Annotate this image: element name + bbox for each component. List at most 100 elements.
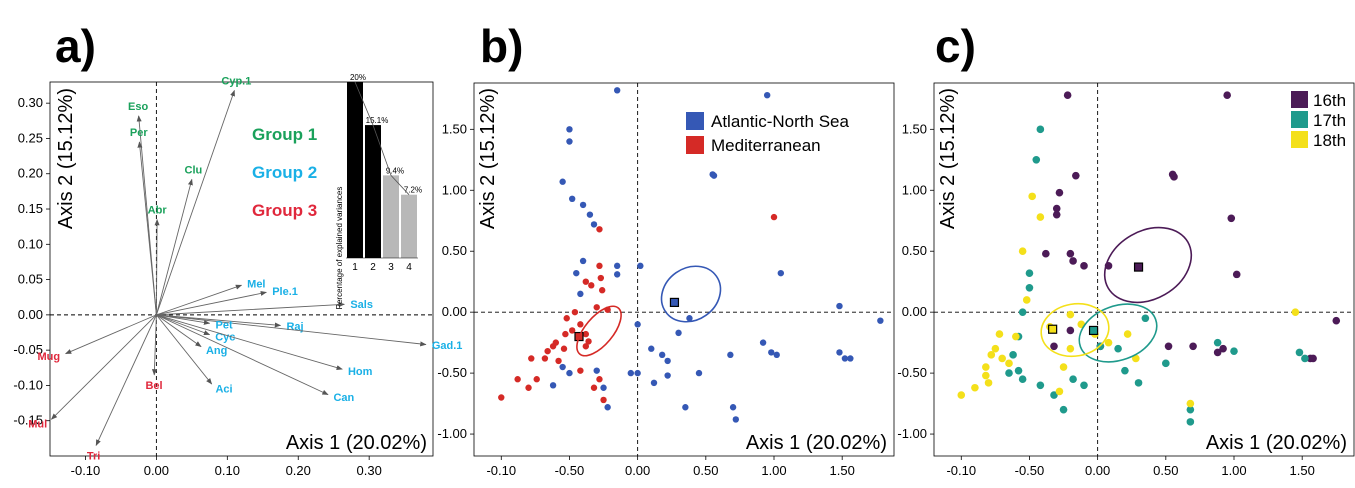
y-tick-label: 0.15 (18, 201, 43, 216)
panel-c-label: c) (935, 20, 976, 72)
point-18th (1291, 308, 1300, 316)
y-tick-label: -1.00 (897, 426, 927, 441)
panel-b-points (498, 87, 884, 423)
point-atlantic-north-sea (593, 367, 600, 374)
point-18th (1055, 387, 1064, 396)
point-16th (1042, 249, 1050, 258)
x-tick-label: 0.20 (286, 463, 311, 478)
vector-arrow-pet (156, 314, 211, 325)
x-tick-label: 0.50 (1153, 463, 1178, 478)
mediterranean-confidence-ellipse (576, 305, 622, 357)
panel-a-y-ticks: 0.30 0.25 0.20 0.15 0.10 0.05 0.00 -0.05 -0.10 -0… (13, 95, 50, 428)
point-17th (1141, 314, 1150, 323)
point-atlantic-north-sea (710, 172, 718, 179)
point-atlantic-north-sea (836, 349, 843, 356)
point-18th (1066, 310, 1075, 319)
point-atlantic-north-sea (664, 357, 671, 365)
legend-swatch-17th (1291, 111, 1308, 128)
point-16th (1050, 342, 1058, 351)
point-mediterranean (593, 304, 600, 311)
x-tick-label: 0.00 (144, 463, 169, 478)
point-18th (1186, 399, 1195, 408)
point-mediterranean (588, 282, 595, 289)
group-2-label: Group 2 (252, 163, 317, 182)
x-tick-label: 1.50 (830, 463, 855, 478)
point-16th (1332, 316, 1341, 325)
point-atlantic-north-sea (637, 262, 644, 270)
point-atlantic-north-sea (586, 211, 594, 218)
point-18th (971, 383, 979, 392)
17th-confidence-ellipse (1078, 303, 1158, 363)
y-tick-label: 0.00 (902, 304, 927, 319)
point-atlantic-north-sea (613, 271, 621, 278)
point-atlantic-north-sea (658, 351, 666, 359)
panel-b-zero-lines (474, 83, 894, 456)
point-18th (1123, 330, 1132, 338)
x-tick-label: -0.50 (1015, 463, 1045, 478)
point-mediterranean (571, 308, 579, 316)
point-mediterranean (585, 338, 592, 345)
point-atlantic-north-sea (686, 315, 693, 322)
point-16th (1170, 173, 1178, 181)
point-atlantic-north-sea (729, 404, 737, 411)
point-18th (982, 363, 990, 371)
point-18th (1104, 338, 1113, 347)
atlantic-confidence-ellipse (660, 265, 722, 323)
inset-bar-2 (365, 125, 381, 258)
panel-a-x-ticks: -0.10 0.00 0.10 0.20 0.30 (71, 456, 382, 478)
point-atlantic-north-sea (841, 355, 849, 362)
point-18th (1012, 332, 1020, 341)
inset-bar-1 (347, 82, 363, 258)
panel-a-zero-lines (50, 82, 433, 456)
vector-label-ple-1: Ple.1 (272, 286, 298, 298)
point-17th (1301, 354, 1309, 363)
point-atlantic-north-sea (773, 351, 780, 359)
point-mediterranean (596, 262, 603, 270)
vector-arrow-abr (154, 218, 160, 315)
panel-b-y-axis-title: Axis 2 (15.12%) (477, 88, 499, 229)
panel-c-x-axis-title: Axis 1 (20.02%) (1206, 432, 1347, 454)
point-17th (1121, 366, 1129, 375)
point-atlantic-north-sea (613, 262, 621, 270)
y-tick-label: 0.50 (442, 243, 467, 258)
16th-confidence-ellipse (1103, 226, 1193, 304)
point-atlantic-north-sea (634, 321, 641, 328)
group-1-label: Group 1 (252, 125, 317, 144)
vector-label-tri: Tri (87, 450, 100, 462)
x-tick-label: 1.00 (761, 463, 786, 478)
legend-label-atlantic: Atlantic-North Sea (711, 112, 849, 131)
vector-arrow-hom (156, 314, 343, 371)
point-16th (1309, 354, 1317, 363)
x-tick-label: 1.00 (1221, 463, 1246, 478)
point-17th (1230, 347, 1238, 355)
point-atlantic-north-sea (590, 221, 598, 228)
y-tick-label: 0.50 (902, 243, 927, 258)
panel-c-points (957, 91, 1341, 426)
panel-c-century-scatter: -0.10 -0.50 0.00 0.50 1.00 1.50 1.50 1.00 0.50 0… (897, 82, 1355, 478)
panel-a-biplot: -0.10 0.00 0.10 0.20 0.30 0.300.250.200.150.… (13, 73, 462, 478)
point-atlantic-north-sea (627, 369, 635, 377)
point-mediterranean (498, 394, 505, 401)
point-16th (1080, 262, 1088, 270)
panel-c-legend: 16th 17th 18th (1291, 91, 1346, 150)
point-atlantic-north-sea (600, 384, 607, 391)
panel-b-frame (473, 82, 895, 457)
point-atlantic-north-sea (727, 351, 734, 359)
panel-a-y-axis-title: Axis 2 (15.12%) (55, 88, 77, 229)
inset-bar-category-3: 3 (388, 262, 394, 273)
point-18th (998, 354, 1006, 363)
vector-label-mug: Mug (37, 351, 60, 363)
point-17th (1018, 375, 1027, 384)
point-16th (1063, 91, 1072, 99)
x-tick-label: 0.00 (1085, 463, 1110, 478)
point-mediterranean (560, 345, 568, 352)
inset-bar-category-4: 4 (406, 262, 412, 273)
point-atlantic-north-sea (695, 369, 703, 377)
centroid-atlantic-north-sea (669, 297, 680, 308)
inset-y-axis-title: Percentage of explained variances (335, 187, 344, 310)
legend-swatch-18th (1291, 131, 1308, 148)
point-17th (1032, 155, 1041, 164)
point-atlantic-north-sea (579, 257, 587, 265)
panel-b-y-ticks: 1.50 1.00 0.50 0.00 -0.50 -1.00 (437, 121, 474, 441)
